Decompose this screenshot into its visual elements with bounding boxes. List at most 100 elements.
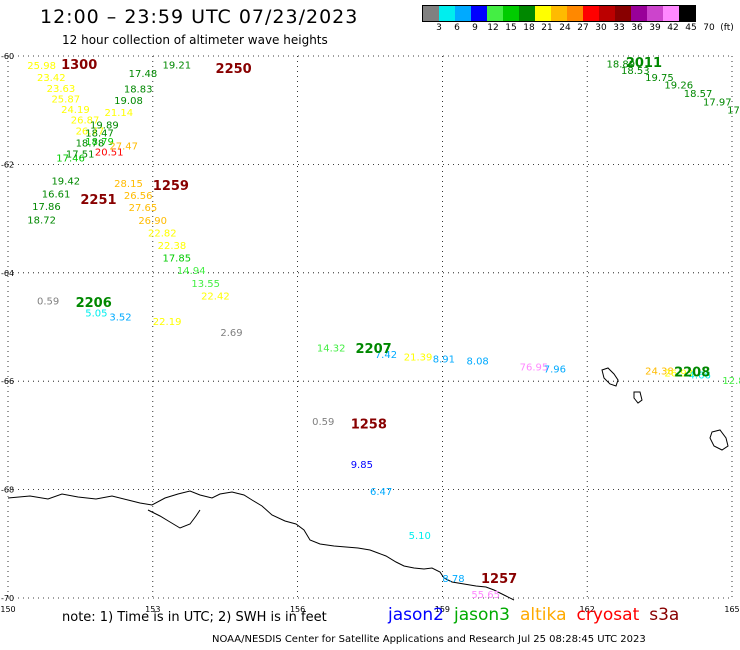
longitude-label: 153 — [145, 605, 160, 614]
pass-time-label: 1259 — [153, 179, 189, 194]
wave-height-label: 27.47 — [109, 141, 138, 152]
pass-time-label: 2206 — [76, 296, 112, 311]
scale-label: 21 — [541, 23, 553, 33]
scale-swatch — [519, 6, 535, 21]
legend-jason2: jason2 — [388, 605, 444, 625]
wave-height-labels: 25.9823.4223.6325.8724.1926.8726.7718.79… — [27, 60, 740, 602]
wave-height-label: 19.21 — [162, 61, 191, 72]
map-title: 12:00 – 23:59 UTC 07/23/2023 — [40, 6, 359, 28]
latitude-label: -70 — [1, 594, 14, 603]
wave-height-label: 7.42 — [375, 350, 397, 361]
wave-height-label: 14.32 — [317, 344, 346, 355]
wave-height-label: 17.48 — [129, 69, 158, 80]
legend-jason3: jason3 — [454, 605, 510, 625]
wave-height-label: 5.10 — [409, 531, 431, 542]
scale-swatch — [679, 6, 695, 21]
antarctic-coastline — [7, 490, 515, 601]
wave-height-label: 22.19 — [153, 317, 182, 328]
wave-height-label: 20.51 — [95, 147, 124, 158]
wave-height-label: 21.14 — [105, 108, 134, 119]
wave-height-label: 25.98 — [27, 61, 56, 72]
wave-height-label: 21.39 — [404, 352, 433, 363]
scale-label: 9 — [472, 23, 478, 33]
pass-time-label: 2250 — [216, 62, 252, 77]
wave-height-label: 18.78 — [76, 139, 105, 150]
longitude-label: 150 — [0, 605, 15, 614]
satellite-legend: jason2 jason3 altika cryosat s3a — [388, 605, 689, 625]
scale-swatch — [663, 6, 679, 21]
wave-height-label: 26.90 — [138, 216, 167, 227]
wave-height-label: 26.93 — [664, 369, 693, 380]
scale-swatch — [631, 6, 647, 21]
longitude-label: 162 — [580, 605, 595, 614]
wave-height-label: 18.83 — [124, 85, 153, 96]
wave-height-label: 8.78 — [442, 574, 464, 585]
pass-time-labels: 1300 2250 2251 1259 2206 2207 2208 1258 1257 2011 — [61, 56, 710, 587]
wave-height-label: 25.87 — [51, 94, 80, 105]
wave-height-label: 18.53 — [621, 66, 650, 77]
wave-height-label: 18.72 — [27, 216, 56, 227]
island-1 — [601, 367, 619, 387]
island-2 — [633, 391, 643, 404]
color-scale-swatches — [422, 5, 696, 22]
scale-label: (ft) — [720, 23, 734, 33]
scale-label: 27 — [577, 23, 589, 33]
wave-height-label: 0.59 — [37, 296, 59, 307]
scale-label: 39 — [649, 23, 661, 33]
scale-label: 3 — [436, 23, 442, 33]
scale-label: 12 — [487, 23, 499, 33]
scale-label: 6 — [454, 23, 460, 33]
scale-label: 18 — [523, 23, 535, 33]
latitude-label: -62 — [1, 160, 14, 169]
wave-height-label: 27.65 — [129, 203, 158, 214]
wave-height-label: 23.42 — [37, 73, 66, 84]
wave-height-label: 17.86 — [32, 202, 61, 213]
wave-height-label: 13.55 — [191, 279, 220, 290]
wave-height-label: 18.47 — [85, 128, 114, 139]
latitude-label: -66 — [1, 377, 14, 386]
color-scale-labels: 3 6 9 12 15 18 21 24 27 30 33 36 39 42 45 70 (ft) — [422, 22, 734, 36]
wave-height-label: 24.19 — [61, 105, 90, 116]
wave-height-label: 5.05 — [85, 308, 107, 319]
scale-swatch — [647, 6, 663, 21]
pass-time-label: 2208 — [674, 365, 710, 380]
wave-height-label: 3.52 — [109, 313, 131, 324]
wave-height-label: 19.08 — [114, 96, 143, 107]
island-3 — [709, 429, 729, 451]
scale-label: 15 — [505, 23, 517, 33]
longitude-label: 156 — [290, 605, 305, 614]
wave-height-label: 18.57 — [684, 89, 713, 100]
latitude-label: -64 — [1, 269, 14, 278]
scale-label: 36 — [631, 23, 643, 33]
wave-height-label: 17.51 — [66, 150, 95, 161]
wave-height-label: 17.97 — [703, 98, 732, 109]
scale-swatch — [583, 6, 599, 21]
scale-swatch — [615, 6, 631, 21]
coastline-inlet — [147, 509, 201, 529]
wave-height-label: 22.42 — [201, 292, 230, 303]
scale-swatch — [455, 6, 471, 21]
wave-height-label: 24.38 — [645, 366, 674, 377]
coastline — [7, 367, 729, 601]
legend-s3a: s3a — [649, 605, 680, 625]
pass-time-label: 1258 — [351, 417, 387, 432]
longitude-label: 159 — [435, 605, 450, 614]
pass-time-label: 2011 — [626, 56, 662, 71]
wave-height-label: 26.87 — [71, 115, 100, 126]
wave-height-label: 6.47 — [370, 487, 392, 498]
latitude-label: -68 — [1, 486, 14, 495]
scale-swatch — [535, 6, 551, 21]
wave-height-label: 19.26 — [664, 81, 693, 92]
wave-height-label: 2.69 — [220, 328, 242, 339]
wave-height-label: 76.95 — [520, 363, 549, 374]
pass-time-label: 1300 — [61, 58, 97, 73]
map-gridlines — [7, 55, 733, 599]
wave-height-label: 19.89 — [90, 120, 119, 131]
wave-height-label: 18.79 — [85, 137, 114, 148]
wave-height-label: 12.85 — [722, 376, 740, 387]
wave-height-label: 16.61 — [42, 190, 71, 201]
wave-height-label: 22.82 — [148, 229, 177, 240]
wave-height-label: 28.15 — [114, 179, 143, 190]
legend-cryosat: cryosat — [576, 605, 640, 625]
axis-labels: -60 -62 -64 -66 -68 -70 150 153 156 159 162 165 — [0, 52, 739, 614]
